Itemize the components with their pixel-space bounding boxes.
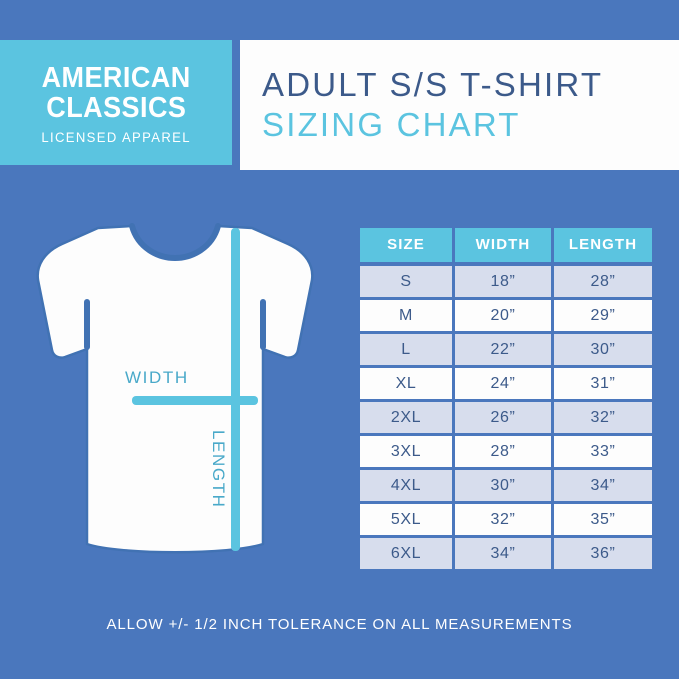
cell-size: M bbox=[360, 300, 452, 331]
cell-size: 5XL bbox=[360, 504, 452, 535]
cell-length: 29” bbox=[554, 300, 652, 331]
cell-length: 28” bbox=[554, 266, 652, 297]
cell-length: 33” bbox=[554, 436, 652, 467]
table-row: 3XL 28” 33” bbox=[360, 436, 652, 467]
cell-width: 22” bbox=[455, 334, 551, 365]
cell-width: 26” bbox=[455, 402, 551, 433]
cell-length: 32” bbox=[554, 402, 652, 433]
cell-size: L bbox=[360, 334, 452, 365]
cell-size: 6XL bbox=[360, 538, 452, 569]
table-row: 6XL 34” 36” bbox=[360, 538, 652, 569]
header-band: AMERICAN CLASSICS LICENSED APPAREL ADULT… bbox=[0, 40, 679, 170]
cell-width: 32” bbox=[455, 504, 551, 535]
width-measure-line bbox=[132, 396, 258, 405]
tshirt-diagram bbox=[20, 222, 330, 572]
cell-width: 28” bbox=[455, 436, 551, 467]
cell-size: S bbox=[360, 266, 452, 297]
tshirt-illustration bbox=[36, 223, 314, 554]
brand-name-line1: AMERICAN bbox=[41, 61, 191, 94]
cell-length: 31” bbox=[554, 368, 652, 399]
sizing-table: SIZE WIDTH LENGTH S 18” 28” M 20” 29” L … bbox=[360, 228, 652, 572]
width-label: WIDTH bbox=[125, 368, 189, 387]
cell-size: 4XL bbox=[360, 470, 452, 501]
brand-name-line2: CLASSICS bbox=[45, 91, 187, 124]
cell-width: 34” bbox=[455, 538, 551, 569]
table-row: L 22” 30” bbox=[360, 334, 652, 365]
table-row: 2XL 26” 32” bbox=[360, 402, 652, 433]
title-panel: ADULT S/S T-SHIRT SIZING CHART bbox=[240, 40, 679, 170]
column-header-size: SIZE bbox=[360, 228, 452, 262]
table-row: 5XL 32” 35” bbox=[360, 504, 652, 535]
cell-size: 2XL bbox=[360, 402, 452, 433]
cell-width: 20” bbox=[455, 300, 551, 331]
cell-width: 24” bbox=[455, 368, 551, 399]
brand-tagline: LICENSED APPAREL bbox=[41, 130, 191, 146]
cell-length: 34” bbox=[554, 470, 652, 501]
table-row: XL 24” 31” bbox=[360, 368, 652, 399]
table-header-row: SIZE WIDTH LENGTH bbox=[360, 228, 652, 262]
table-row: M 20” 29” bbox=[360, 300, 652, 331]
cell-width: 18” bbox=[455, 266, 551, 297]
cell-length: 36” bbox=[554, 538, 652, 569]
page-title-primary: ADULT S/S T-SHIRT bbox=[262, 65, 604, 103]
cell-size: XL bbox=[360, 368, 452, 399]
column-header-width: WIDTH bbox=[455, 228, 551, 262]
table-row: 4XL 30” 34” bbox=[360, 470, 652, 501]
table-row: S 18” 28” bbox=[360, 266, 652, 297]
cell-length: 30” bbox=[554, 334, 652, 365]
page-title-secondary: SIZING CHART bbox=[262, 106, 521, 143]
cell-width: 30” bbox=[455, 470, 551, 501]
tolerance-note: ALLOW +/- 1/2 INCH TOLERANCE ON ALL MEAS… bbox=[106, 616, 573, 633]
cell-length: 35” bbox=[554, 504, 652, 535]
length-label: LENGTH bbox=[209, 430, 228, 509]
cell-size: 3XL bbox=[360, 436, 452, 467]
brand-logo-box: AMERICAN CLASSICS LICENSED APPAREL bbox=[0, 40, 232, 165]
length-measure-line bbox=[231, 228, 240, 551]
column-header-length: LENGTH bbox=[554, 228, 652, 262]
